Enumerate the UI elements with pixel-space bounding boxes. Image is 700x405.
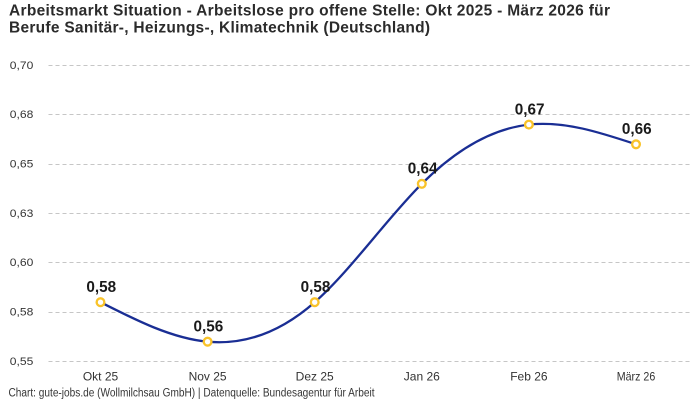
svg-text:0,67: 0,67 xyxy=(515,101,545,118)
svg-text:0,65: 0,65 xyxy=(10,158,34,170)
svg-text:Okt 25: Okt 25 xyxy=(83,370,119,384)
svg-text:Dez 25: Dez 25 xyxy=(296,370,334,384)
svg-text:Nov 25: Nov 25 xyxy=(189,370,227,384)
svg-text:0,58: 0,58 xyxy=(86,279,116,296)
svg-text:Chart: gute-jobs.de (Wollmilch: Chart: gute-jobs.de (Wollmilchsau GmbH) … xyxy=(9,387,376,399)
svg-text:Feb 26: Feb 26 xyxy=(510,370,548,384)
svg-text:Berufe Sanitär-, Heizungs-, Kl: Berufe Sanitär-, Heizungs-, Klimatechnik… xyxy=(9,20,430,37)
svg-text:0,55: 0,55 xyxy=(10,356,34,368)
svg-text:0,63: 0,63 xyxy=(10,208,34,220)
svg-text:März 26: März 26 xyxy=(617,370,656,384)
svg-text:0,66: 0,66 xyxy=(622,121,652,138)
svg-text:0,70: 0,70 xyxy=(10,60,34,72)
svg-text:Arbeitsmarkt Situation - Arbei: Arbeitsmarkt Situation - Arbeitslose pro… xyxy=(9,2,610,19)
svg-text:Jan 26: Jan 26 xyxy=(404,370,440,384)
svg-text:0,56: 0,56 xyxy=(194,319,224,336)
svg-text:0,58: 0,58 xyxy=(10,306,34,318)
svg-text:0,60: 0,60 xyxy=(10,257,34,269)
svg-text:0,64: 0,64 xyxy=(408,161,438,178)
svg-text:0,68: 0,68 xyxy=(10,109,34,121)
svg-text:0,58: 0,58 xyxy=(301,279,331,296)
